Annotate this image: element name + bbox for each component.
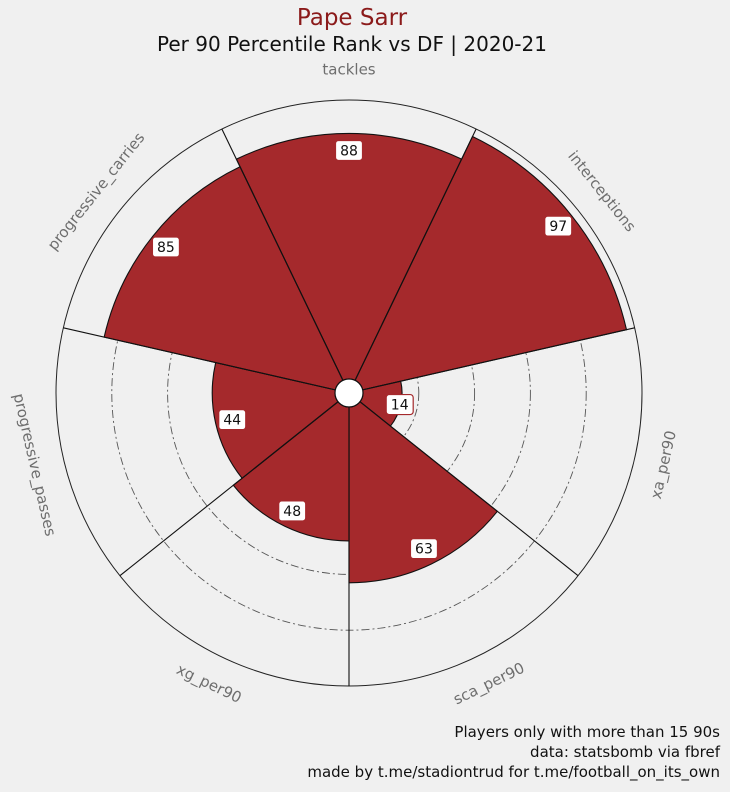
spoke-0 <box>221 128 344 381</box>
value-text: 14 <box>391 398 409 414</box>
footnote: Players only with more than 15 90s data:… <box>307 722 720 782</box>
category-label-progressive_passes: progressive_passes <box>9 392 60 539</box>
spoke-layer <box>63 128 635 686</box>
value-text: 85 <box>157 240 175 256</box>
value-label-tackles: 88 <box>334 139 364 162</box>
category-label-progressive_carries: progressive_carries <box>44 129 150 255</box>
value-box <box>409 538 439 560</box>
category-label-sca_per90: sca_per90 <box>450 659 527 709</box>
value-box <box>334 139 364 162</box>
spoke-1 <box>354 128 477 381</box>
category-label-xg_per90: xg_per90 <box>173 660 244 707</box>
value-label-layer: 88 97 14 63 48 44 85 <box>151 139 573 560</box>
value-box <box>151 236 181 258</box>
value-text: 88 <box>340 143 358 159</box>
bar-layer <box>103 132 628 584</box>
value-box <box>544 215 573 237</box>
player-name-title: Pape Sarr <box>296 5 408 31</box>
spoke-3 <box>359 401 579 577</box>
value-box <box>385 393 414 416</box>
value-text: 63 <box>415 542 433 558</box>
footnote-line-source: data: statsbomb via fbref <box>530 743 720 761</box>
footnote-line-credit: made by t.me/stadiontrud for t.me/footba… <box>307 763 720 781</box>
spoke-5 <box>119 401 339 577</box>
value-text: 97 <box>549 219 567 235</box>
value-label-interceptions: 97 <box>544 215 573 237</box>
spoke-2 <box>362 327 635 391</box>
category-label-tackles: tackles <box>322 61 375 79</box>
center-hole <box>334 378 364 408</box>
value-label-sca_per90: 63 <box>409 538 439 560</box>
value-box <box>278 500 307 522</box>
category-label-xa_per90: xa_per90 <box>647 429 681 501</box>
grid-ring-20 <box>278 322 420 464</box>
footnote-line-sample: Players only with more than 15 90s <box>454 723 720 741</box>
value-text: 48 <box>283 504 301 520</box>
spoke-6 <box>63 327 336 391</box>
value-label-xg_per90: 48 <box>278 500 307 522</box>
value-label-progressive_passes: 44 <box>218 409 247 431</box>
value-text: 44 <box>223 413 241 429</box>
chart-subtitle: Per 90 Percentile Rank vs DF | 2020-21 <box>157 32 547 56</box>
value-label-xa_per90: 14 <box>385 393 414 416</box>
value-box <box>218 409 247 431</box>
value-label-progressive_carries: 85 <box>151 236 181 258</box>
